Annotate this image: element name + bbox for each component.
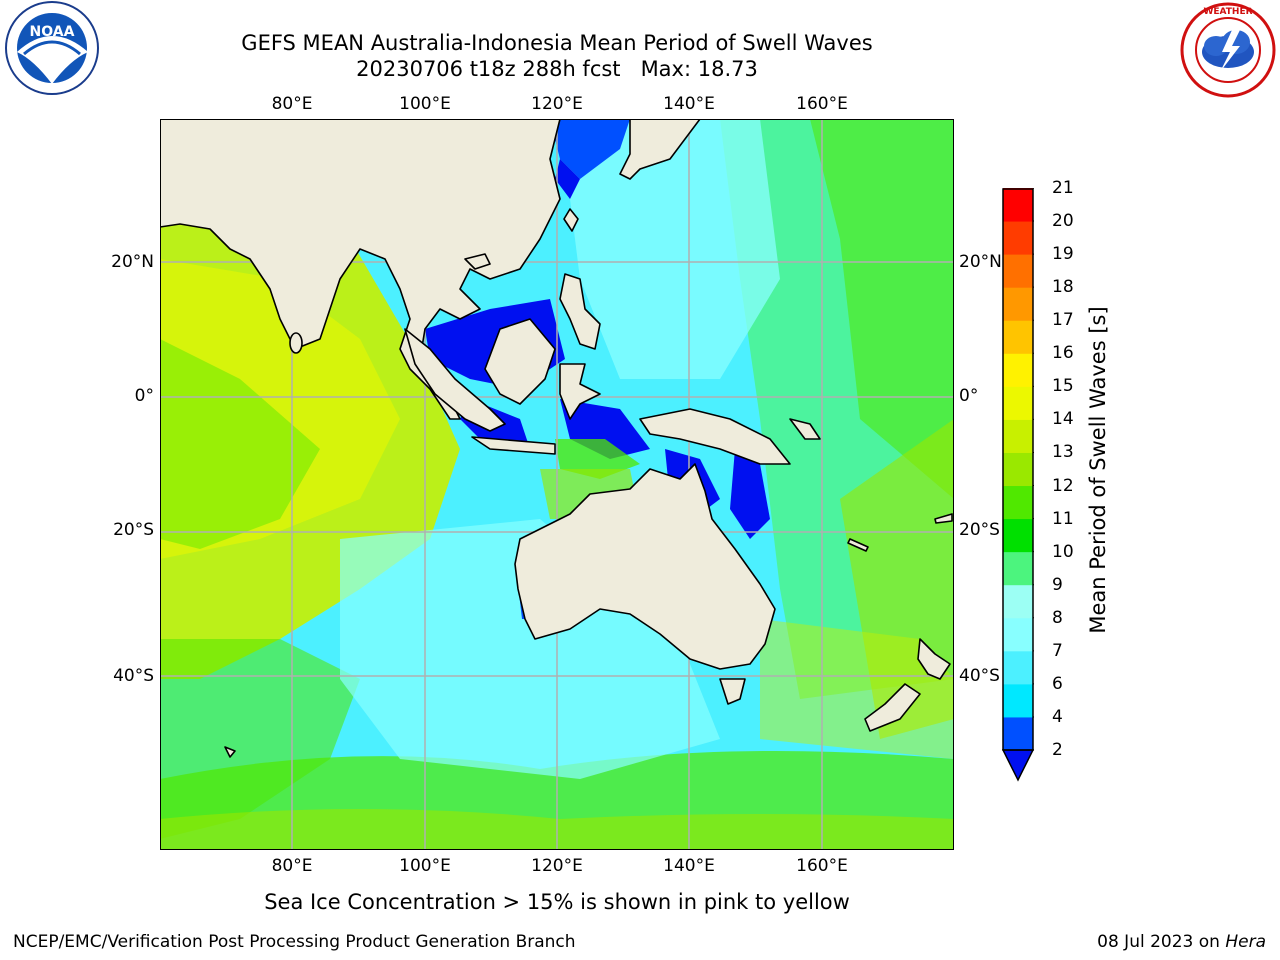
colorbar-tick-label: 13	[1052, 442, 1074, 463]
colorbar-label: Mean Period of Swell Waves [s]	[1086, 306, 1110, 634]
colorbar-tick-label: 16	[1052, 343, 1074, 364]
colorbar-tick-label: 15	[1052, 376, 1074, 397]
colorbar-tick-label: 21	[1052, 178, 1074, 198]
colorbar-tick-label: 20	[1052, 211, 1074, 232]
lat-label-left: 0°	[134, 386, 154, 406]
chart-subtitle: 20230706 t18z 288h fcst Max: 18.73	[356, 57, 758, 81]
colorbar-tick-label: 7	[1052, 640, 1063, 661]
lat-label-left: 20°N	[111, 252, 154, 272]
colorbar-tick-label: 11	[1052, 508, 1074, 529]
colorbar-segment	[1003, 419, 1033, 453]
land-sulawesi	[559, 363, 601, 420]
land-borneo	[484, 318, 556, 405]
lon-label-bottom: 140°E	[663, 856, 715, 876]
svg-text:WEATHER: WEATHER	[1203, 7, 1252, 17]
lat-label-right: 0°	[959, 386, 979, 406]
land-sumatra	[404, 328, 506, 432]
colorbar-segment	[1003, 287, 1033, 321]
noaa-logo: NOAA	[5, 1, 99, 95]
land-new-zealand-north	[917, 638, 951, 680]
chart-title: GEFS MEAN Australia-Indonesia Mean Perio…	[241, 31, 873, 55]
colorbar-segment	[1003, 452, 1033, 487]
land-australia	[514, 463, 776, 670]
lat-label-left: 20°S	[113, 520, 154, 540]
lat-label-right: 20°S	[959, 520, 1000, 540]
swell-period-map	[160, 119, 954, 850]
colorbar-segment	[1003, 683, 1033, 718]
footer-host: Hera	[1225, 932, 1266, 952]
lon-label-top: 160°E	[796, 94, 848, 114]
colorbar-segment	[1003, 221, 1033, 255]
colorbar-tick-label: 6	[1052, 673, 1063, 694]
colorbar-tick-label: 9	[1052, 574, 1063, 595]
colorbar-segment	[1003, 716, 1033, 751]
lon-label-top: 120°E	[531, 94, 583, 114]
colorbar-segment	[1003, 254, 1033, 288]
colorbar-frame	[1002, 188, 1034, 751]
land-asia	[160, 119, 561, 420]
colorbar-tick-label: 2	[1052, 740, 1063, 760]
footer-date-text: 08 Jul 2023 on	[1097, 932, 1226, 952]
colorbar-segment	[1003, 518, 1033, 553]
lat-label-right: 20°N	[959, 252, 1002, 272]
lon-label-top: 140°E	[663, 94, 715, 114]
colorbar-segment	[1003, 617, 1033, 652]
colorbar	[1002, 188, 1034, 782]
land-new-guinea	[639, 408, 791, 465]
colorbar-extend-arrow	[1002, 749, 1034, 782]
land-java	[471, 436, 556, 455]
land-taiwan	[563, 208, 579, 232]
colorbar-tick-label: 17	[1052, 310, 1074, 331]
colorbar-segment	[1003, 584, 1033, 619]
colorbar-tick-label: 14	[1052, 409, 1074, 430]
colorbar-tick-label: 19	[1052, 244, 1074, 265]
colorbar-tick-label: 4	[1052, 706, 1063, 727]
lon-label-top: 80°E	[271, 94, 313, 114]
lon-label-bottom: 100°E	[399, 856, 451, 876]
colorbar-segment	[1003, 353, 1033, 387]
colorbar-segment	[1003, 485, 1033, 520]
footer-credit: NCEP/EMC/Verification Post Processing Pr…	[13, 932, 576, 952]
nws-logo: WEATHER	[1180, 2, 1276, 98]
lon-label-bottom: 160°E	[796, 856, 848, 876]
colorbar-segment	[1003, 551, 1033, 586]
land-japan	[619, 119, 701, 180]
lat-label-left: 40°S	[113, 666, 154, 686]
lon-label-bottom: 120°E	[531, 856, 583, 876]
colorbar-tick-label: 10	[1052, 541, 1074, 562]
colorbar-tick-label: 8	[1052, 607, 1063, 628]
colorbar-segment	[1003, 188, 1033, 222]
lat-label-right: 40°S	[959, 666, 1000, 686]
colorbar-tick-label: 18	[1052, 277, 1074, 298]
colorbar-tick-label: 12	[1052, 475, 1074, 496]
lon-label-bottom: 80°E	[271, 856, 313, 876]
colorbar-segment	[1003, 386, 1033, 420]
colorbar-segment	[1003, 320, 1033, 354]
land-philippines	[559, 273, 601, 350]
land-new-zealand-south	[864, 683, 921, 732]
lon-label-top: 100°E	[399, 94, 451, 114]
colorbar-segment	[1003, 650, 1033, 685]
sea-ice-note: Sea Ice Concentration > 15% is shown in …	[264, 890, 850, 914]
land-tasmania	[719, 678, 746, 705]
land-sri-lanka	[289, 332, 303, 354]
footer-date: 08 Jul 2023 on Hera	[1097, 932, 1266, 952]
noaa-logo-text: NOAA	[30, 24, 75, 40]
